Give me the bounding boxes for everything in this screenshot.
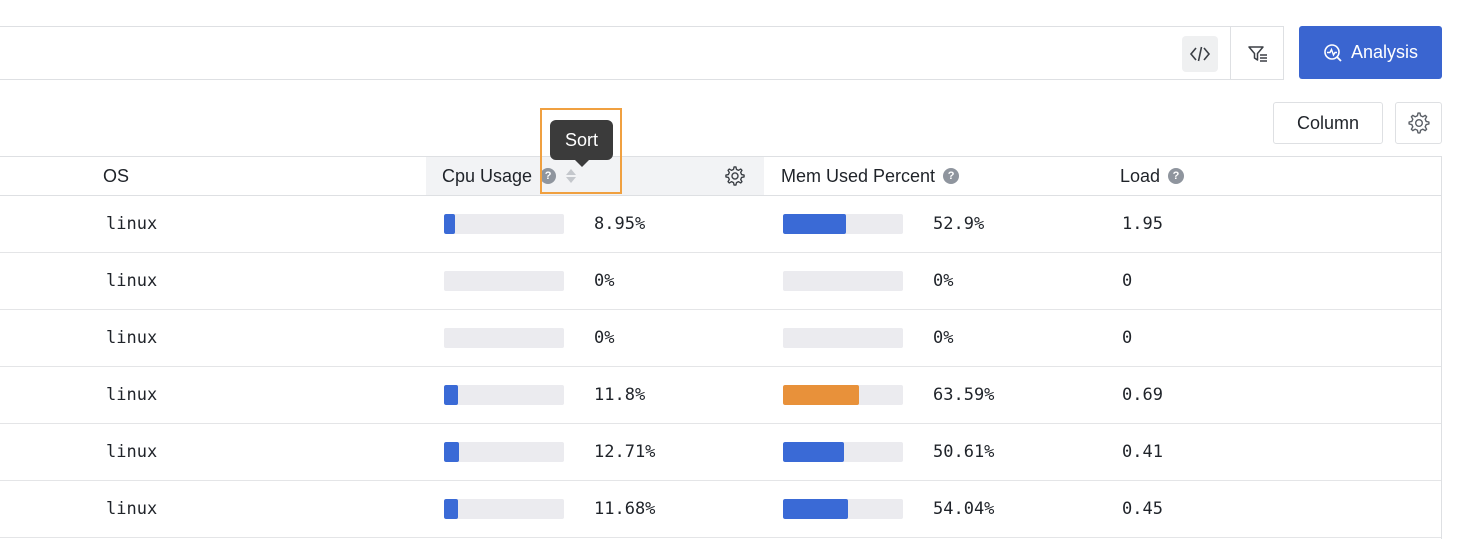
os-cell: linux [106,499,158,519]
os-cell: linux [106,385,158,405]
cpu-usage-bar-fill [444,442,460,462]
table-row[interactable]: linux 0% 0% 0 [0,310,1441,367]
sort-tooltip-text: Sort [564,129,598,150]
mem-used-bar [783,385,903,405]
cpu-usage-value: 11.8% [594,385,646,405]
load-value: 0.41 [1122,442,1163,462]
metrics-table: OS Cpu Usage ? Mem Used Percent ? Load ?… [0,156,1442,539]
cpu-usage-value: 0% [594,328,615,348]
query-bar[interactable] [0,26,1284,80]
cpu-header-highlight [426,157,764,195]
column-button-label: Column [1296,112,1360,133]
cpu-usage-value: 11.68% [594,499,656,519]
sort-descending-icon [566,177,577,183]
mem-used-value: 50.61% [933,442,995,462]
mem-used-value: 52.9% [933,214,985,234]
mem-used-bar [783,442,903,462]
filter-button[interactable] [1240,36,1276,72]
os-cell: linux [106,328,158,348]
cpu-usage-bar [444,271,564,291]
help-icon[interactable]: ? [1168,168,1185,184]
cpu-usage-bar-fill [444,214,455,234]
cpu-usage-value: 12.71% [594,442,656,462]
os-cell: linux [106,214,158,234]
mem-used-bar [783,328,903,348]
cpu-usage-bar-fill [444,385,459,405]
analysis-button-label: Analysis [1350,42,1419,62]
load-value: 0.69 [1122,385,1163,405]
table-row[interactable]: linux 8.95% 52.9% 1.95 [0,196,1441,253]
cpu-usage-bar [444,214,564,234]
table-row[interactable]: linux 11.68% 54.04% 0.45 [0,481,1441,538]
mem-used-bar [783,214,903,234]
cpu-usage-bar [444,328,564,348]
cpu-usage-value: 8.95% [594,214,646,234]
mem-used-bar [783,499,903,519]
cpu-usage-bar [444,442,564,462]
header-cpu-usage[interactable]: Cpu Usage ? [442,157,577,195]
sort-tooltip: Sort [550,120,613,160]
sort-tooltip-arrow [575,160,589,167]
os-cell: linux [106,271,158,291]
table-row[interactable]: linux 11.8% 63.59% 0.69 [0,367,1441,424]
header-load[interactable]: Load ? [1120,157,1185,195]
cpu-usage-bar [444,499,564,519]
header-load-label: Load [1120,165,1161,186]
mem-used-bar-fill [783,442,844,462]
code-view-button[interactable] [1182,36,1218,72]
load-value: 0 [1122,328,1133,348]
table-row[interactable]: linux 0% 0% 0 [0,253,1441,310]
sort-ascending-icon [566,169,577,175]
cpu-column-settings[interactable] [724,157,746,195]
header-mem-label: Mem Used Percent [781,165,936,186]
table-settings-button[interactable] [1395,102,1442,144]
os-cell: linux [106,442,158,462]
mem-used-value: 63.59% [933,385,995,405]
mem-used-bar-fill [783,385,860,405]
code-icon [1189,46,1211,62]
mem-used-value: 0% [933,328,954,348]
load-value: 1.95 [1122,214,1163,234]
help-icon[interactable]: ? [540,168,557,184]
load-value: 0.45 [1122,499,1163,519]
filter-list-icon [1248,46,1267,62]
sort-icon[interactable] [566,169,577,183]
toolbar-divider [1230,27,1231,79]
mem-used-bar-fill [783,214,847,234]
header-cpu-label: Cpu Usage [442,165,533,186]
analysis-button[interactable]: Analysis [1299,26,1442,79]
cpu-usage-value: 0% [594,271,615,291]
gear-icon [725,166,745,186]
mem-used-bar-fill [783,499,848,519]
header-os[interactable]: OS [103,157,129,195]
load-value: 0 [1122,271,1133,291]
cpu-usage-bar [444,385,564,405]
mem-used-value: 54.04% [933,499,995,519]
cpu-usage-bar-fill [444,499,459,519]
analysis-icon [1324,43,1342,62]
sort-highlight-box [540,108,622,194]
table-row[interactable]: linux 12.71% 50.61% 0.41 [0,424,1441,481]
mem-used-bar [783,271,903,291]
column-button[interactable]: Column [1273,102,1383,144]
header-os-label: OS [103,165,130,186]
mem-used-value: 0% [933,271,954,291]
gear-icon [1407,112,1430,134]
header-mem-used-percent[interactable]: Mem Used Percent ? [781,157,960,195]
help-icon[interactable]: ? [943,168,960,184]
table-header: OS Cpu Usage ? Mem Used Percent ? Load ? [0,157,1441,196]
